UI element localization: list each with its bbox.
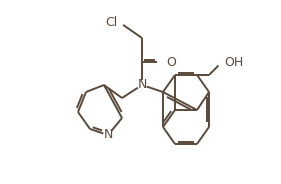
Text: O: O <box>166 56 176 68</box>
Text: OH: OH <box>224 56 243 68</box>
Text: N: N <box>103 128 113 141</box>
Text: Cl: Cl <box>105 15 117 29</box>
Text: N: N <box>137 79 147 91</box>
